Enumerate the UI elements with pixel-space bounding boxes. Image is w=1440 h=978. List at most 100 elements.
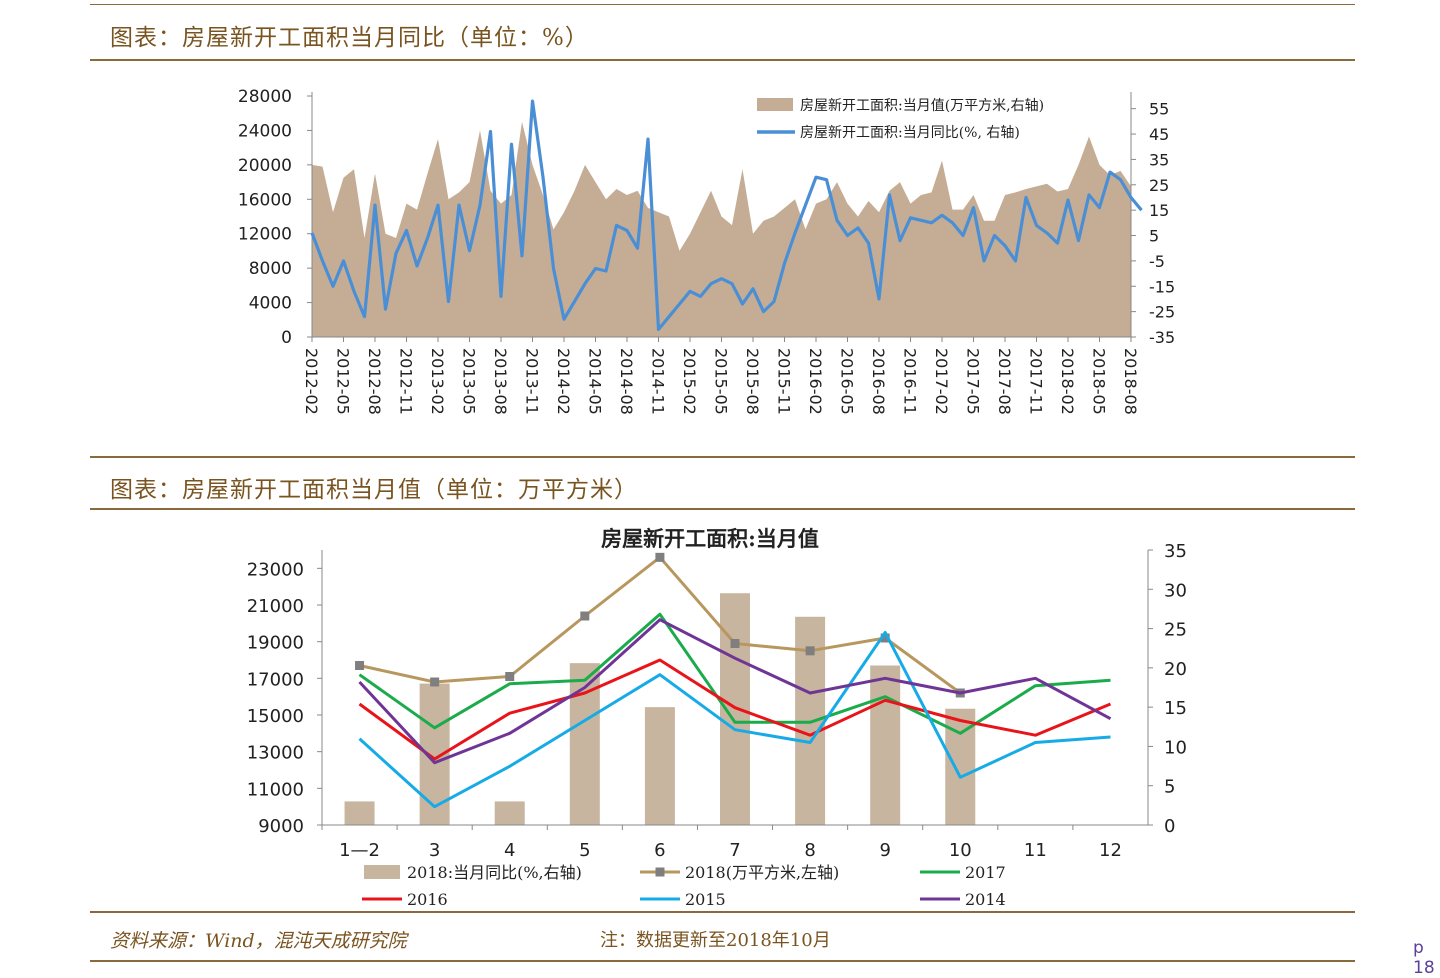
legend-label: 2018(万平方米,左轴)	[685, 863, 839, 882]
left-tick-label: 19000	[247, 633, 304, 654]
series-line-2018	[359, 555, 962, 695]
left-tick-label: 17000	[247, 669, 304, 690]
x-tick-label: 12	[1099, 840, 1122, 861]
x-tick-label: 2013-05	[460, 348, 479, 415]
right-tick-label: -15	[1149, 277, 1175, 296]
series-line-2016	[358, 658, 1112, 761]
x-tick-label: 6	[654, 840, 665, 861]
legend-label: 2014	[965, 890, 1006, 909]
x-tick-label: 2017-05	[964, 348, 983, 415]
bar-2018-yoy	[870, 665, 901, 825]
left-tick-label: 0	[281, 328, 292, 348]
x-tick-label: 2013-08	[491, 348, 510, 415]
x-tick-label: 2016-05	[838, 348, 857, 415]
x-tick-label: 2015-11	[775, 348, 794, 415]
right-tick-label: 55	[1149, 100, 1169, 119]
right-tick-label: 20	[1164, 659, 1187, 680]
right-tick-label: 15	[1149, 201, 1169, 220]
legend-label: 2015	[685, 890, 726, 909]
legend-label: 2018:当月同比(%,右轴)	[407, 863, 582, 882]
x-tick-label: 3	[429, 840, 440, 861]
left-tick-label: 23000	[247, 559, 304, 580]
marker-2018	[880, 633, 890, 643]
x-tick-label: 2015-02	[680, 348, 699, 415]
legend-label: 2016	[407, 890, 448, 909]
left-tick-label: 20000	[238, 156, 292, 176]
x-tick-label: 2012-08	[365, 348, 384, 415]
left-tick-label: 4000	[249, 294, 292, 314]
right-tick-label: -35	[1149, 328, 1175, 347]
x-tick-label: 2012-02	[302, 348, 321, 415]
right-tick-label: -5	[1149, 252, 1165, 271]
x-tick-label: 2018-08	[1121, 348, 1140, 415]
chart2-plot-title: 房屋新开工面积:当月值	[601, 526, 819, 551]
series-line-2014	[358, 618, 1112, 765]
right-tick-label: 0	[1164, 816, 1175, 837]
marker-2018	[655, 552, 665, 562]
legend-swatch-marker	[655, 867, 665, 877]
legend-label-area: 房屋新开工面积:当月值(万平方米,右轴)	[800, 98, 1044, 114]
marker-2018	[580, 611, 590, 621]
chart2-title: 图表：房屋新开工面积当月值（单位：万平方米）	[110, 477, 638, 503]
left-tick-label: 9000	[258, 816, 304, 837]
right-tick-label: 25	[1149, 176, 1169, 195]
source-note: 资料来源：Wind，混沌天成研究院	[110, 930, 407, 952]
left-tick-label: 28000	[238, 87, 292, 107]
series-line-2015	[358, 631, 1111, 809]
x-tick-label: 10	[949, 840, 972, 861]
series-area-monthly-value	[312, 121, 1131, 337]
x-tick-label: 2014-05	[586, 348, 605, 415]
x-tick-label: 2017-08	[995, 348, 1014, 415]
x-tick-label: 4	[504, 840, 515, 861]
marker-2018	[355, 661, 365, 670]
series-line-2017	[358, 612, 1111, 735]
legend-swatch-bar	[364, 865, 400, 879]
left-tick-label: 12000	[238, 225, 292, 245]
x-tick-label: 2012-11	[397, 348, 416, 415]
right-tick-label: 35	[1164, 541, 1187, 562]
marker-2018	[805, 646, 815, 656]
chart1-bottom-rule	[90, 456, 1355, 458]
bar-2018-yoy	[344, 801, 375, 825]
legend-label-line: 房屋新开工面积:当月同比(%, 右轴)	[800, 125, 1020, 141]
right-tick-label: 25	[1164, 620, 1187, 641]
footer-rule	[90, 911, 1355, 913]
x-tick-label: 2018-02	[1058, 348, 1077, 415]
x-tick-label: 2014-08	[617, 348, 636, 415]
x-tick-label: 2013-02	[428, 348, 447, 415]
x-tick-label: 2016-02	[806, 348, 825, 415]
x-tick-label: 2015-05	[712, 348, 731, 415]
top-rule	[90, 4, 1355, 5]
x-tick-label: 2014-11	[649, 348, 668, 415]
right-tick-label: 5	[1164, 777, 1175, 798]
right-tick-label: 30	[1164, 580, 1187, 601]
left-tick-label: 21000	[247, 596, 304, 617]
x-tick-label: 2012-05	[334, 348, 353, 415]
bar-2018-yoy	[644, 707, 675, 825]
x-tick-label: 2018-05	[1090, 348, 1109, 415]
marker-2018	[730, 639, 740, 648]
footer-bottom-rule	[90, 960, 1355, 962]
x-tick-label: 2014-02	[554, 348, 573, 415]
x-tick-label: 2016-08	[869, 348, 888, 415]
left-tick-label: 16000	[238, 190, 292, 210]
series-line-yoy	[310, 99, 1143, 331]
x-tick-label: 2017-11	[1027, 348, 1046, 415]
x-tick-label: 8	[804, 840, 815, 861]
x-tick-label: 7	[729, 840, 740, 861]
x-tick-label: 2013-11	[523, 348, 542, 415]
chart1-title: 图表：房屋新开工面积当月同比（单位：%）	[110, 25, 589, 51]
legend-label: 2017	[965, 863, 1006, 882]
left-tick-label: 15000	[247, 706, 304, 727]
x-tick-label: 9	[879, 840, 890, 861]
right-tick-label: -25	[1149, 303, 1175, 322]
right-tick-label: 45	[1149, 125, 1169, 144]
chart1-svg: 28000 24000 20000 16000 12000 8000 4000 0 55 45 35…	[238, 87, 1175, 415]
chart1-title-rule	[90, 59, 1355, 61]
marker-2018	[505, 672, 515, 681]
x-tick-label: 5	[579, 840, 590, 861]
left-tick-label: 13000	[247, 743, 304, 764]
update-note: 注：数据更新至2018年10月	[600, 930, 831, 951]
bar-2018-yoy	[494, 801, 525, 825]
